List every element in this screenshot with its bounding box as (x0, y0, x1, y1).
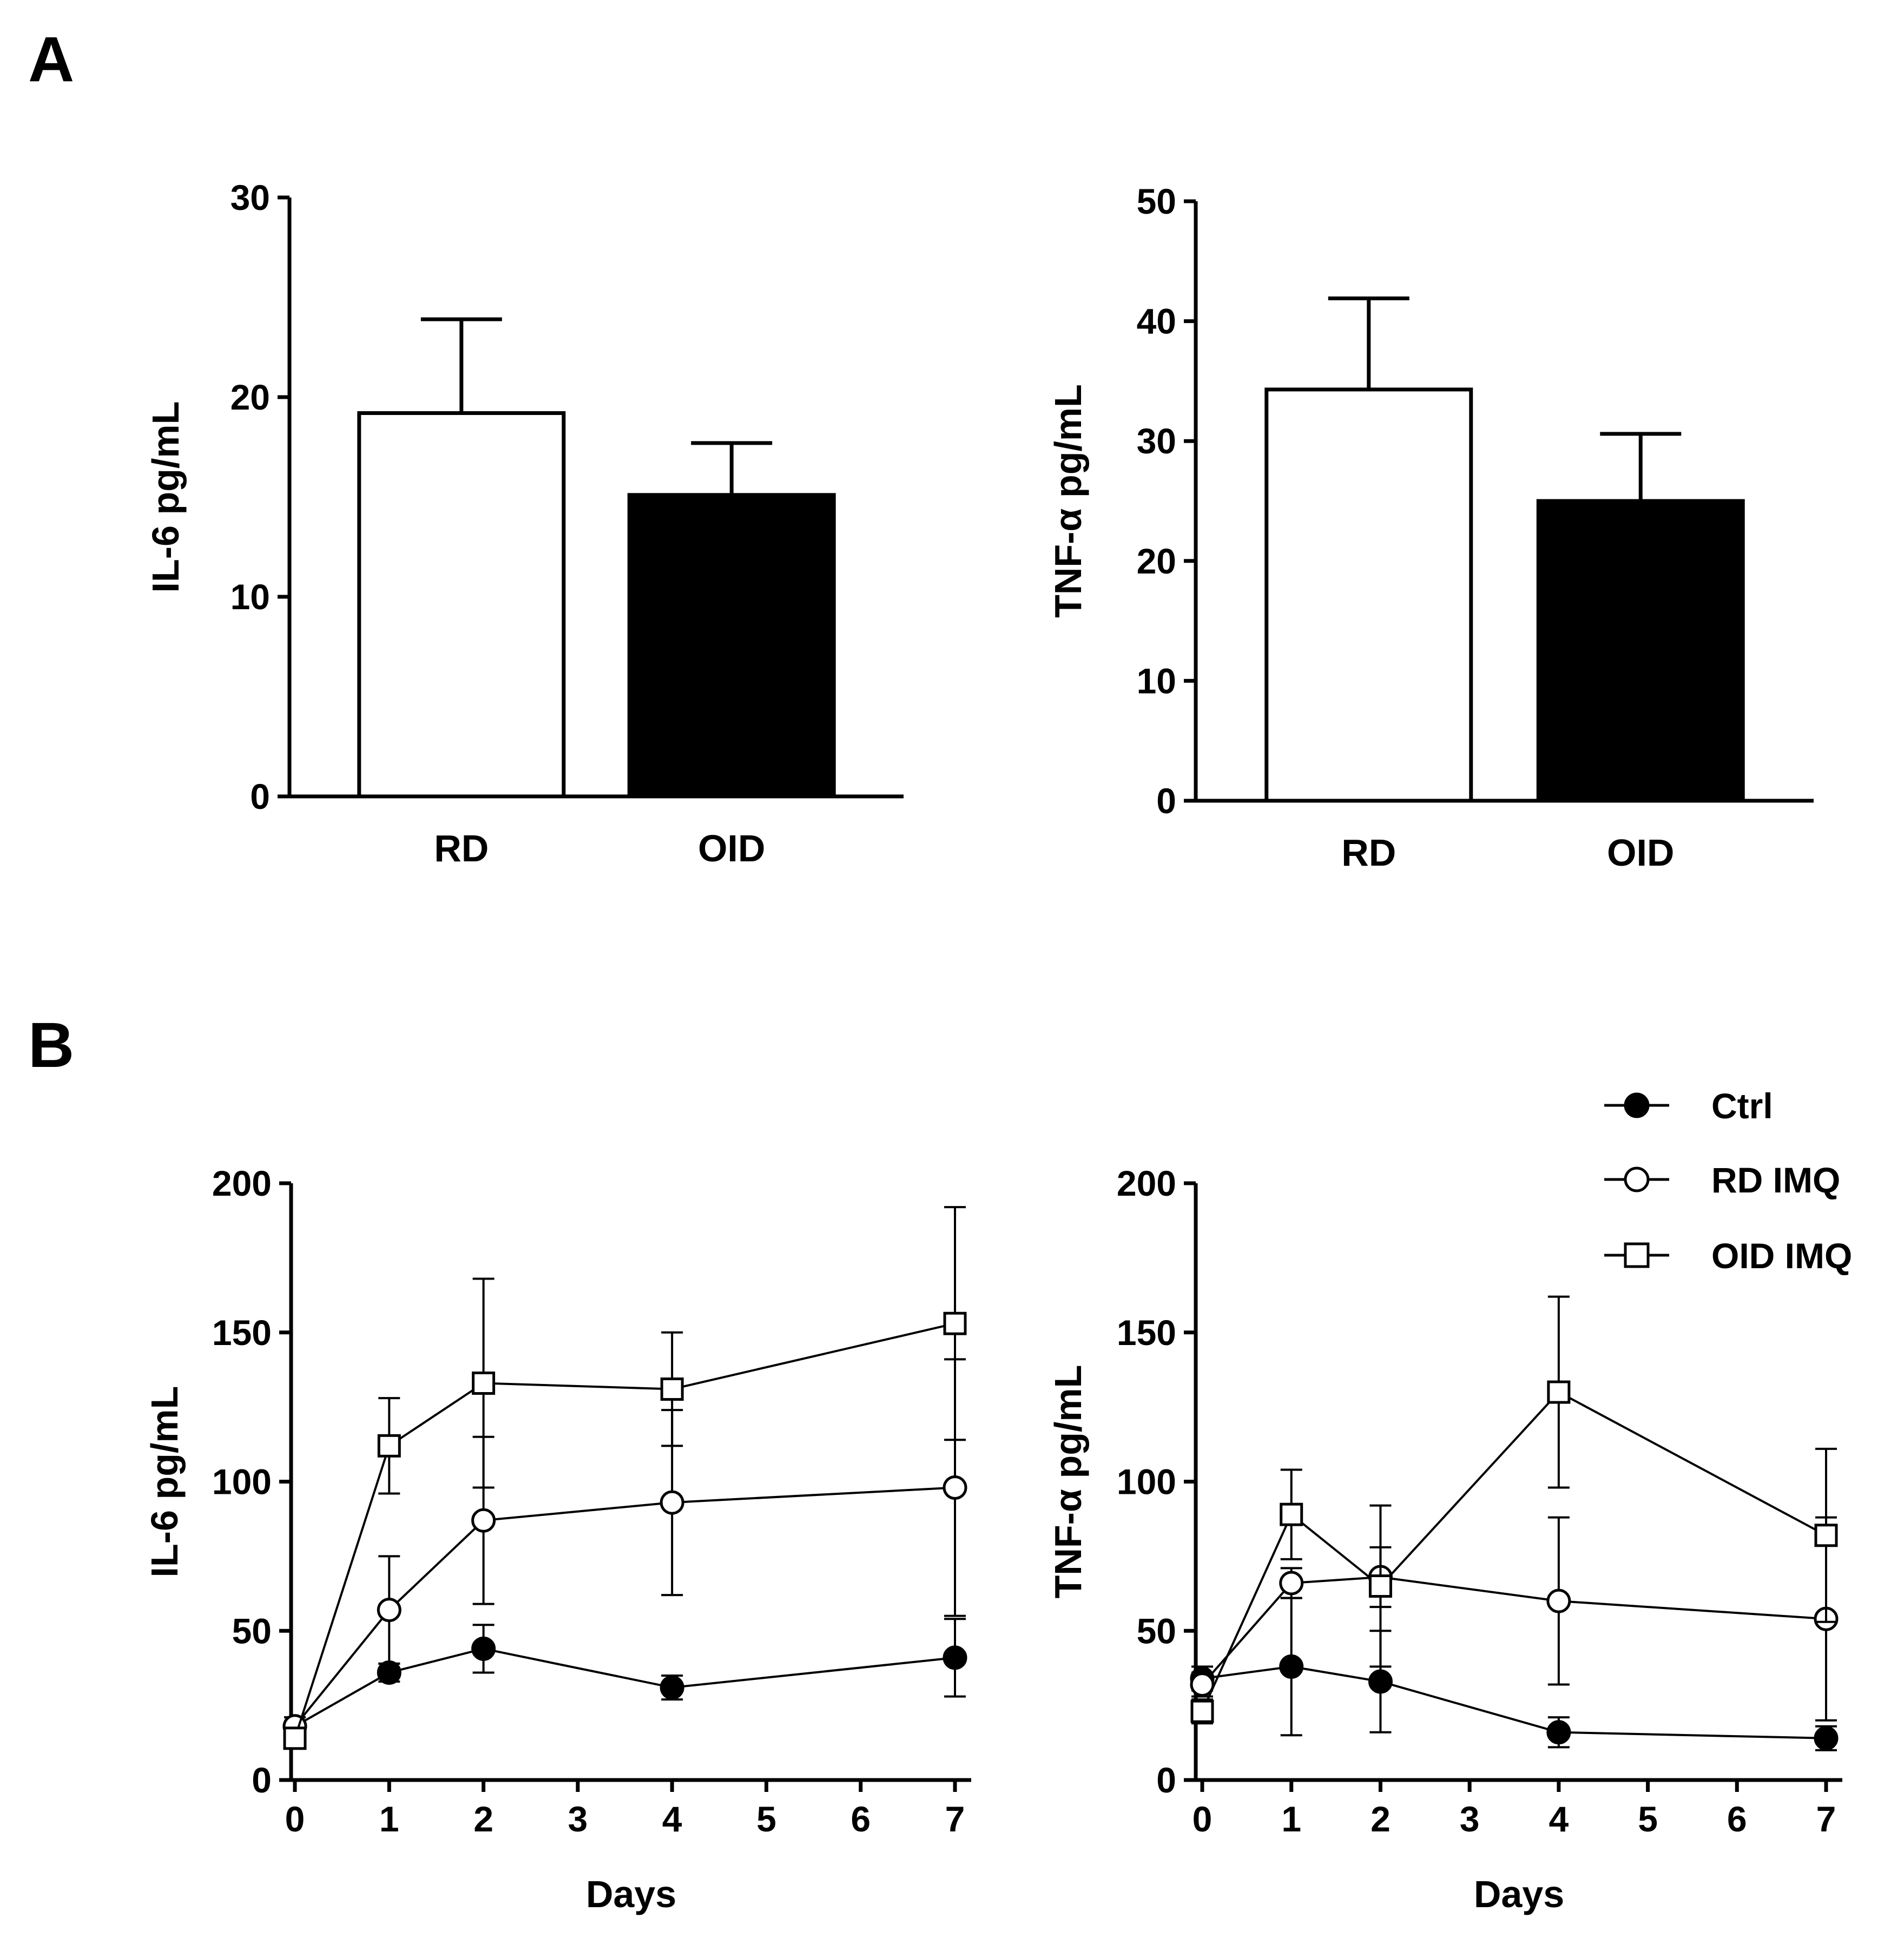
x-tick-label: 5 (756, 1799, 776, 1839)
x-tick-label: 5 (1638, 1799, 1658, 1839)
y-axis-title: TNF-α pg/mL (1047, 384, 1089, 618)
panel-label-a: A (28, 24, 74, 95)
y-tick-label: 100 (212, 1462, 272, 1502)
y-tick-label: 150 (1117, 1313, 1176, 1353)
data-point-rd-imq (660, 1490, 684, 1515)
y-tick-label: 20 (230, 377, 270, 417)
x-tick-label: 2 (1371, 1799, 1391, 1839)
data-point-oid-imq (1368, 1574, 1392, 1598)
legend-item-oid-imq: OID IMQ (1604, 1236, 1852, 1276)
x-axis-title: Days (586, 1873, 676, 1915)
y-axis-title: TNF-α pg/mL (1047, 1365, 1089, 1599)
data-point-oid-imq (1280, 1502, 1303, 1526)
x-tick-label: 3 (1460, 1799, 1480, 1839)
data-point-rd-imq (377, 1598, 401, 1623)
data-point-oid-imq (377, 1434, 401, 1458)
open-circle-marker-icon (1624, 1166, 1650, 1192)
y-tick-label: 10 (1137, 661, 1176, 701)
y-tick-label: 0 (1156, 1760, 1176, 1800)
data-point-rd-imq (1546, 1588, 1571, 1613)
data-point-rd-imq (943, 1475, 967, 1500)
y-axis-title: IL-6 pg/mL (144, 401, 187, 593)
data-point-oid-imq (472, 1372, 496, 1395)
open-square-marker-icon (1624, 1242, 1650, 1268)
data-point-oid-imq (660, 1377, 684, 1401)
y-tick-label: 0 (252, 1760, 272, 1800)
data-point-oid-imq (283, 1726, 307, 1750)
y-tick-label: 30 (1137, 421, 1176, 461)
y-tick-label: 10 (230, 577, 270, 617)
data-point-oid-imq (1547, 1380, 1571, 1404)
y-tick-label: 50 (1137, 1611, 1176, 1651)
data-point-ctrl (943, 1645, 967, 1670)
data-point-ctrl (1814, 1726, 1839, 1751)
data-point-ctrl (471, 1636, 496, 1661)
x-tick-label: 7 (945, 1799, 965, 1839)
legend: Ctrl RD IMQ OID IMQ (1604, 1086, 1852, 1276)
bar-oid (627, 493, 836, 799)
bar-oid (1536, 499, 1745, 803)
panel-label-b: B (28, 1010, 74, 1081)
legend-item-rd-imq: RD IMQ (1604, 1160, 1840, 1200)
x-category-label-rd: RD (1341, 832, 1396, 874)
data-point-rd-imq (471, 1508, 496, 1533)
y-tick-label: 20 (1137, 541, 1176, 581)
y-tick-label: 50 (232, 1611, 272, 1651)
x-tick-label: 4 (1549, 1799, 1569, 1839)
bar-rd (357, 411, 566, 799)
y-tick-label: 30 (230, 177, 270, 217)
y-tick-label: 0 (1156, 781, 1176, 821)
data-point-ctrl (1368, 1669, 1393, 1694)
data-point-ctrl (377, 1660, 401, 1685)
x-tick-label: 4 (662, 1799, 682, 1839)
y-tick-label: 150 (212, 1313, 272, 1353)
data-point-ctrl (1546, 1720, 1571, 1745)
filled-circle-marker-icon (1624, 1092, 1650, 1118)
legend-label-rd-imq: RD IMQ (1711, 1160, 1840, 1200)
x-tick-label: 3 (568, 1799, 588, 1839)
y-tick-label: 0 (250, 776, 270, 816)
x-tick-label: 1 (1281, 1799, 1301, 1839)
data-point-oid-imq (1190, 1699, 1214, 1723)
x-tick-label: 7 (1816, 1799, 1836, 1839)
data-point-oid-imq (1814, 1524, 1838, 1547)
x-tick-label: 2 (473, 1799, 493, 1839)
legend-label-oid-imq: OID IMQ (1711, 1236, 1852, 1276)
y-tick-label: 200 (1117, 1163, 1176, 1203)
y-axis-title: IL-6 pg/mL (143, 1386, 186, 1578)
x-tick-label: 0 (1193, 1799, 1213, 1839)
x-tick-label: 0 (285, 1799, 305, 1839)
chart-a-il6-bar: 0 10 20 30 IL-6 pg/mL RD OID (144, 177, 904, 869)
x-tick-label: 6 (1727, 1799, 1747, 1839)
data-point-ctrl (660, 1675, 684, 1700)
data-point-rd-imq (1279, 1571, 1304, 1596)
legend-item-ctrl: Ctrl (1604, 1086, 1773, 1126)
x-axis-title: Days (1474, 1873, 1564, 1915)
x-tick-label: 1 (379, 1799, 399, 1839)
chart-b-il6-time-course: 0 50 100 150 200 IL-6 pg/mL 0 1 2 3 4 5 6 7 Days (143, 1163, 971, 1915)
data-point-rd-imq (1190, 1672, 1215, 1697)
bar-rd (1264, 387, 1473, 803)
y-tick-label: 50 (1137, 181, 1176, 221)
legend-label-ctrl: Ctrl (1711, 1086, 1773, 1126)
data-point-oid-imq (943, 1311, 967, 1335)
x-category-label-oid: OID (1607, 832, 1674, 874)
y-tick-label: 200 (212, 1163, 272, 1203)
x-category-label-rd: RD (434, 827, 489, 869)
chart-a-tnf-bar: 0 10 20 30 40 50 TNF-α pg/mL RD OID (1047, 181, 1814, 874)
x-category-label-oid: OID (698, 827, 765, 869)
chart-b-tnf-time-course: 0 50 100 150 200 TNF-α pg/mL 0 1 2 3 4 5 6 7 Days (1047, 1163, 1842, 1915)
y-tick-label: 100 (1117, 1462, 1176, 1502)
data-point-ctrl (1279, 1654, 1304, 1679)
y-tick-label: 40 (1137, 301, 1176, 341)
x-tick-label: 6 (851, 1799, 871, 1839)
